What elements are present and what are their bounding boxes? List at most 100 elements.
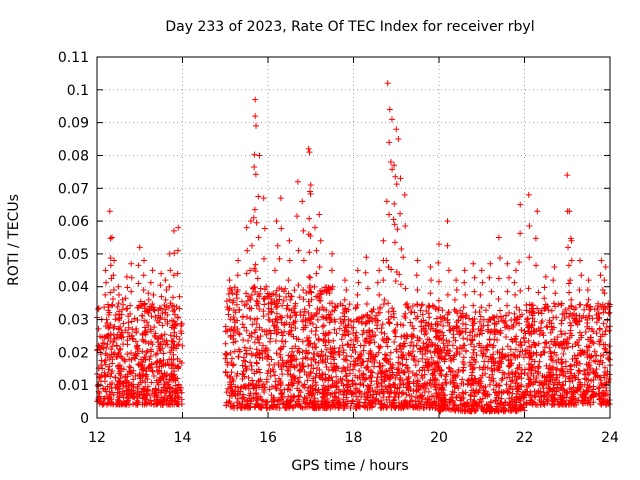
data-point [166, 376, 173, 383]
data-point [568, 386, 575, 393]
data-point [514, 353, 521, 360]
data-point [486, 302, 493, 309]
data-point [543, 390, 550, 397]
data-point [307, 370, 314, 377]
data-point [436, 385, 443, 392]
data-point [231, 284, 238, 291]
data-point [354, 396, 361, 403]
data-point [239, 375, 246, 382]
data-point [603, 323, 610, 330]
data-point [271, 298, 278, 305]
data-point [587, 401, 594, 408]
data-point [164, 318, 171, 325]
data-point [535, 309, 542, 316]
data-point [356, 351, 363, 358]
data-point [473, 352, 480, 359]
data-point [391, 239, 398, 246]
data-point [170, 308, 177, 315]
data-point [592, 352, 599, 359]
data-point [283, 319, 290, 326]
data-point [375, 349, 382, 356]
data-point [255, 193, 262, 200]
data-point [568, 257, 575, 264]
data-point [350, 324, 357, 331]
data-point [592, 373, 599, 380]
data-point [322, 377, 329, 384]
data-point [364, 389, 371, 396]
data-point [143, 319, 150, 326]
data-point [224, 361, 231, 368]
data-point [528, 344, 535, 351]
data-point [483, 343, 490, 350]
data-point [167, 267, 174, 274]
data-point [277, 346, 284, 353]
data-point [424, 363, 431, 370]
data-point [495, 234, 502, 241]
data-point [302, 317, 309, 324]
data-point [457, 330, 464, 337]
data-point [409, 370, 416, 377]
data-point [536, 331, 543, 338]
data-point [339, 302, 346, 309]
data-point [568, 296, 575, 303]
data-point [491, 314, 498, 321]
data-point [349, 390, 356, 397]
data-point [106, 354, 113, 361]
data-point [558, 331, 565, 338]
data-point [115, 300, 122, 307]
data-point [339, 309, 346, 316]
data-point [379, 362, 386, 369]
data-point [154, 400, 161, 407]
data-point [599, 287, 606, 294]
data-point [148, 400, 155, 407]
data-point [429, 371, 436, 378]
data-point [253, 360, 260, 367]
data-point [166, 250, 173, 257]
data-point [596, 361, 603, 368]
data-point [512, 370, 519, 377]
data-point [414, 287, 421, 294]
data-point [459, 367, 466, 374]
data-point [558, 302, 565, 309]
data-point [512, 336, 519, 343]
data-point [243, 224, 250, 231]
data-point [291, 287, 298, 294]
data-point [551, 264, 558, 271]
data-point [306, 149, 313, 156]
data-point [288, 293, 295, 300]
data-point [394, 366, 401, 373]
data-point [162, 341, 169, 348]
data-point [583, 302, 590, 309]
data-point [125, 379, 132, 386]
data-point [343, 403, 350, 410]
data-point [405, 351, 412, 358]
data-point [446, 338, 453, 345]
data-point [532, 401, 539, 408]
data-point [358, 314, 365, 321]
data-point [223, 298, 230, 305]
data-point [576, 360, 583, 367]
data-point [584, 347, 591, 354]
data-point [240, 354, 247, 361]
data-point [134, 316, 141, 323]
data-point [141, 300, 148, 307]
data-point [115, 350, 122, 357]
data-point [584, 317, 591, 324]
data-point [556, 342, 563, 349]
data-point [382, 404, 389, 411]
data-point [249, 377, 256, 384]
data-point [568, 366, 575, 373]
data-point [308, 296, 315, 303]
data-point [531, 328, 538, 335]
data-point [360, 382, 367, 389]
data-point [600, 341, 607, 348]
data-point [570, 389, 577, 396]
data-point [566, 208, 573, 215]
data-point [291, 309, 298, 316]
data-point [222, 368, 229, 375]
data-point [251, 151, 258, 158]
data-point [275, 359, 282, 366]
data-point [277, 351, 284, 358]
data-point [150, 291, 157, 298]
data-point [136, 244, 143, 251]
